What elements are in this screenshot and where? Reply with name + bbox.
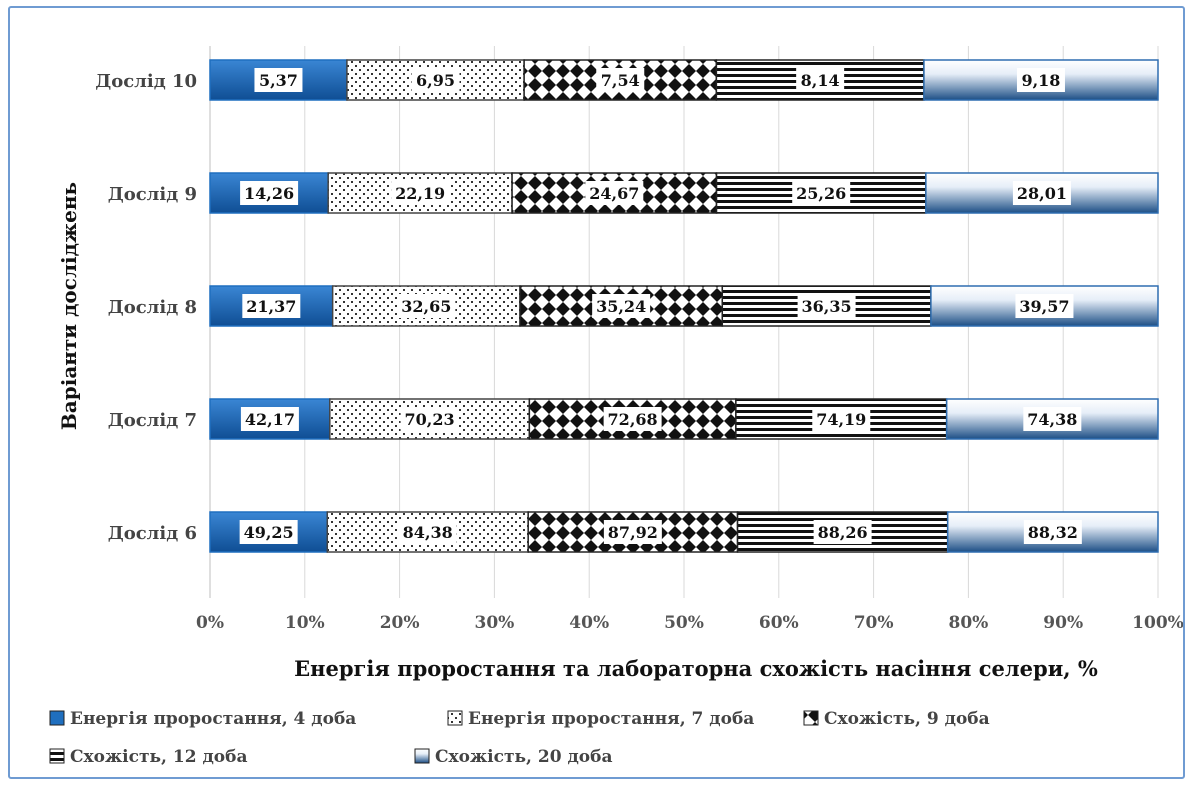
legend-swatch (803, 710, 819, 726)
x-tick-label: 80% (948, 613, 988, 633)
bars-group: 5,37 6,95 7,54 8,14 9,18 14,26 22,19 24,67 25,26… (209, 59, 1159, 553)
data-label: 70,23 (405, 410, 455, 429)
legend-label: Схожість, 12 доба (70, 747, 248, 767)
category-label: Дослід 10 (95, 71, 197, 92)
legend-swatch (447, 710, 463, 726)
category-label: Дослід 9 (108, 184, 197, 205)
legend-label: Енергія проростання, 7 доба (468, 709, 754, 729)
data-label: 35,24 (596, 297, 646, 316)
data-label: 21,37 (246, 297, 296, 316)
data-label-background (792, 181, 851, 205)
data-label: 6,95 (416, 71, 455, 90)
data-label-background (797, 294, 856, 318)
data-label-background (242, 294, 301, 318)
data-label-background (796, 68, 845, 92)
category-labels: Дослід 10 Дослід 9 Дослід 8 Дослід 7 Дослід … (95, 71, 197, 544)
data-label: 9,18 (1021, 71, 1060, 90)
legend-label: Схожість, 9 доба (824, 709, 990, 729)
data-label: 39,57 (1019, 297, 1069, 316)
data-label: 28,01 (1017, 184, 1067, 203)
data-label: 24,67 (589, 184, 639, 203)
data-label-background (1016, 68, 1065, 92)
data-label: 25,26 (796, 184, 846, 203)
x-tick-label: 50% (664, 613, 704, 633)
category-label: Дослід 6 (108, 523, 197, 544)
data-label: 5,37 (259, 71, 298, 90)
data-label-background (1023, 520, 1082, 544)
data-label: 74,19 (816, 410, 866, 429)
data-label-background (1023, 407, 1082, 431)
x-tick-label: 20% (380, 613, 420, 633)
stacked-bar-chart: 5,37 6,95 7,54 8,14 9,18 14,26 22,19 24,67 25,26… (49, 46, 1184, 767)
legend-swatch (414, 748, 430, 764)
data-label-background (585, 181, 644, 205)
data-label-background (240, 181, 299, 205)
data-label: 74,38 (1027, 410, 1077, 429)
x-tick-label: 90% (1043, 613, 1083, 633)
legend: Енергія проростання, 4 доба Енергія проро… (49, 709, 990, 767)
data-label: 36,35 (802, 297, 852, 316)
x-tick-label: 100% (1132, 613, 1183, 633)
data-label: 88,32 (1028, 523, 1078, 542)
data-label: 32,65 (401, 297, 451, 316)
data-label-background (596, 68, 645, 92)
data-label-background (240, 407, 299, 431)
legend-label: Енергія проростання, 4 доба (70, 709, 356, 729)
data-label: 49,25 (244, 523, 294, 542)
data-label-background (254, 68, 303, 92)
data-label-background (812, 407, 871, 431)
data-label: 42,17 (245, 410, 295, 429)
data-label: 84,38 (403, 523, 453, 542)
data-label-background (1015, 294, 1074, 318)
legend-swatch (49, 710, 65, 726)
data-label-background (1012, 181, 1071, 205)
data-label-background (400, 407, 459, 431)
y-axis-title: Варіанти досліджень (57, 182, 81, 430)
data-label: 8,14 (801, 71, 840, 90)
data-label: 22,19 (395, 184, 445, 203)
x-tick-label: 60% (759, 613, 799, 633)
data-label: 14,26 (244, 184, 294, 203)
data-label-background (603, 407, 662, 431)
data-label-background (603, 520, 662, 544)
category-label: Дослід 7 (108, 410, 197, 431)
data-label: 88,26 (818, 523, 868, 542)
legend-label: Схожість, 20 доба (435, 747, 613, 767)
data-label-background (239, 520, 298, 544)
data-label-background (397, 294, 456, 318)
x-tick-label: 40% (569, 613, 609, 633)
category-label: Дослід 8 (108, 297, 197, 318)
x-tick-label: 10% (285, 613, 325, 633)
x-tick-label: 0% (196, 613, 224, 633)
x-tick-labels: 0% 10% 20% 30% 40% 50% 60% 70% 80% 90% 100% (196, 613, 1184, 633)
legend-swatch (49, 748, 65, 764)
x-tick-label: 70% (854, 613, 894, 633)
x-tick-label: 30% (474, 613, 514, 633)
data-label-background (592, 294, 651, 318)
bar-segment (327, 172, 513, 214)
data-label-background (813, 520, 872, 544)
chart-frame: 5,37 6,95 7,54 8,14 9,18 14,26 22,19 24,67 25,26… (8, 6, 1185, 779)
data-label-background (398, 520, 457, 544)
data-label-background (391, 181, 450, 205)
data-label-background (411, 68, 460, 92)
x-axis-title: Енергія проростання та лабораторна схожі… (294, 656, 1098, 681)
data-label: 87,92 (608, 523, 658, 542)
data-label: 72,68 (608, 410, 658, 429)
data-label: 7,54 (601, 71, 640, 90)
